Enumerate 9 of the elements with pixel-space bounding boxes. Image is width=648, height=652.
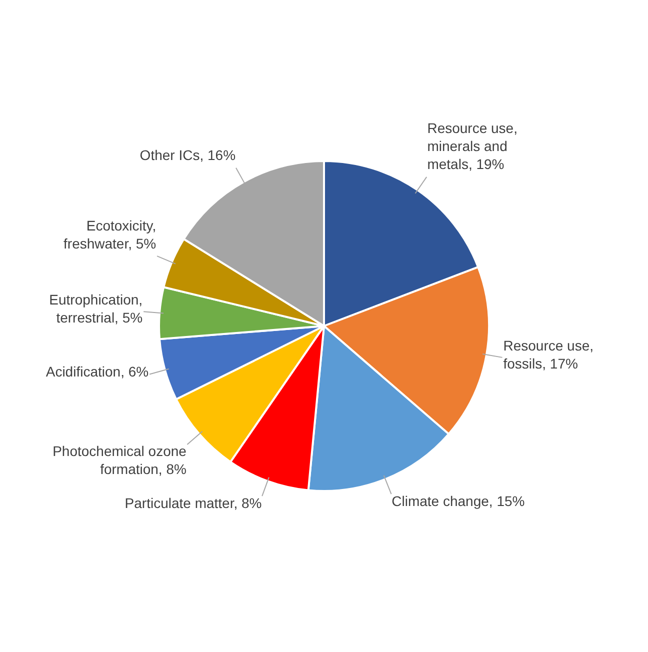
slice-label: Climate change, 15%: [392, 492, 525, 509]
slice-label: Other ICs, 16%: [140, 146, 236, 163]
slice-label: Resource use, minerals and metals, 19%: [427, 120, 518, 172]
slice-label: Resource use, fossils, 17%: [503, 337, 594, 372]
slice-label: Acidification, 6%: [46, 363, 149, 380]
slice-label: Particulate matter, 8%: [124, 494, 262, 511]
slice-label: Eutrophication, terrestrial, 5%: [49, 291, 143, 326]
slice-label: Ecotoxicity, freshwater, 5%: [64, 218, 156, 252]
slice-label: Photochemical ozone formation, 8%: [52, 443, 187, 478]
